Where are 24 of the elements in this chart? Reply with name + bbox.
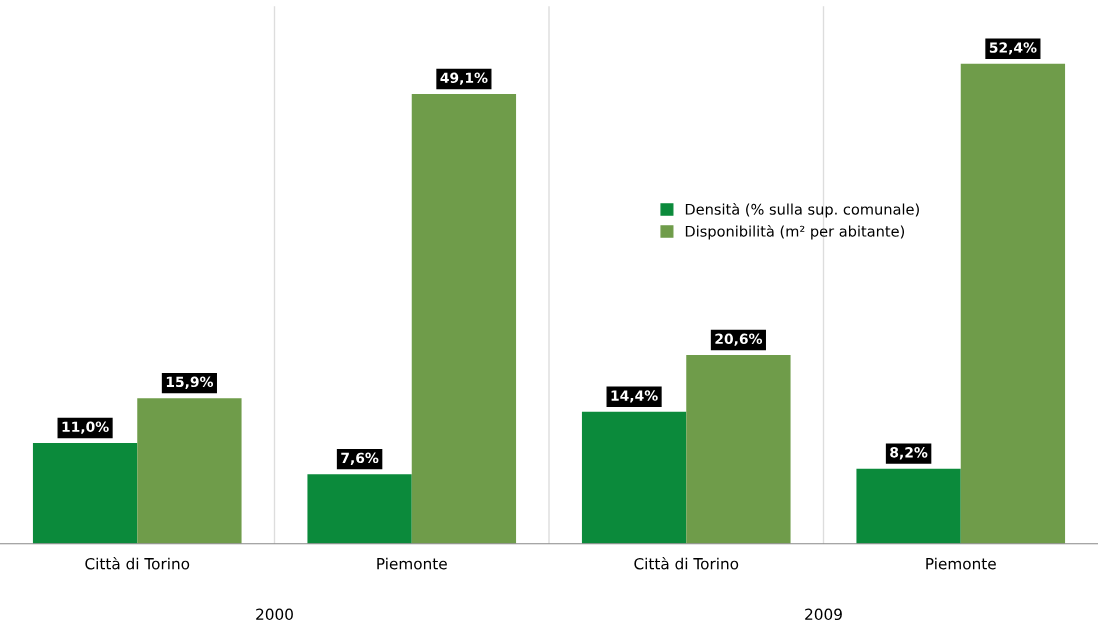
x-tick-label: Piemonte (926, 557, 996, 570)
data-label: 7,6% (341, 452, 379, 465)
data-label: 14,4% (611, 390, 658, 403)
bar (32, 443, 138, 544)
x-tick-label: Città di Torino (634, 557, 739, 570)
text: 2000 (256, 608, 293, 621)
x-tick-label: Città di Torino (85, 557, 190, 570)
data-label: 49,1% (440, 72, 488, 85)
bar (137, 398, 242, 544)
data-label: 8,2% (890, 447, 928, 460)
data-label: 11,0% (62, 421, 109, 434)
bar (307, 474, 412, 544)
text: 2009 (805, 608, 842, 621)
legend-label: Disponibilità (m² per abitante) (685, 224, 905, 240)
x-tick-label: Piemonte (377, 557, 447, 570)
data-label: 52,4% (989, 42, 1037, 55)
bar (411, 94, 517, 544)
bar (581, 411, 687, 544)
legend-label: Densità (% sulla sup. comunale) (685, 202, 919, 218)
data-label: 15,9% (166, 376, 214, 389)
bar (856, 468, 961, 544)
bar (960, 63, 1066, 544)
bar (686, 355, 791, 544)
data-label: 20,6% (715, 333, 763, 346)
